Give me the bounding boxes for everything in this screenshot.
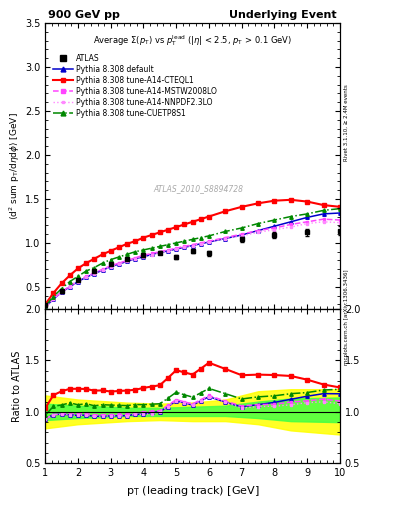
- Text: Average $\Sigma(p_\mathrm{T})$ vs $p_\mathrm{T}^\mathrm{lead}$ ($|\eta|$ < 2.5, : Average $\Sigma(p_\mathrm{T})$ vs $p_\ma…: [93, 33, 292, 48]
- Text: Underlying Event: Underlying Event: [230, 10, 337, 20]
- Y-axis label: Ratio to ATLAS: Ratio to ATLAS: [12, 350, 22, 422]
- Y-axis label: $\langle$d$^2$ sum p$_\mathrm{T}$/d$\eta$d$\phi\rangle$ [GeV]: $\langle$d$^2$ sum p$_\mathrm{T}$/d$\eta…: [7, 112, 22, 220]
- Text: ATLAS_2010_S8894728: ATLAS_2010_S8894728: [153, 184, 244, 194]
- Legend: ATLAS, Pythia 8.308 default, Pythia 8.308 tune-A14-CTEQL1, Pythia 8.308 tune-A14: ATLAS, Pythia 8.308 default, Pythia 8.30…: [52, 53, 219, 119]
- X-axis label: p$_\mathrm{T}$ (leading track) [GeV]: p$_\mathrm{T}$ (leading track) [GeV]: [126, 484, 259, 498]
- Text: 900 GeV pp: 900 GeV pp: [48, 10, 120, 20]
- Text: mcplots.cern.ch [arXiv:1306.3436]: mcplots.cern.ch [arXiv:1306.3436]: [344, 270, 349, 365]
- Text: Rivet 3.1.10, ≥ 2.4M events: Rivet 3.1.10, ≥ 2.4M events: [344, 84, 349, 161]
